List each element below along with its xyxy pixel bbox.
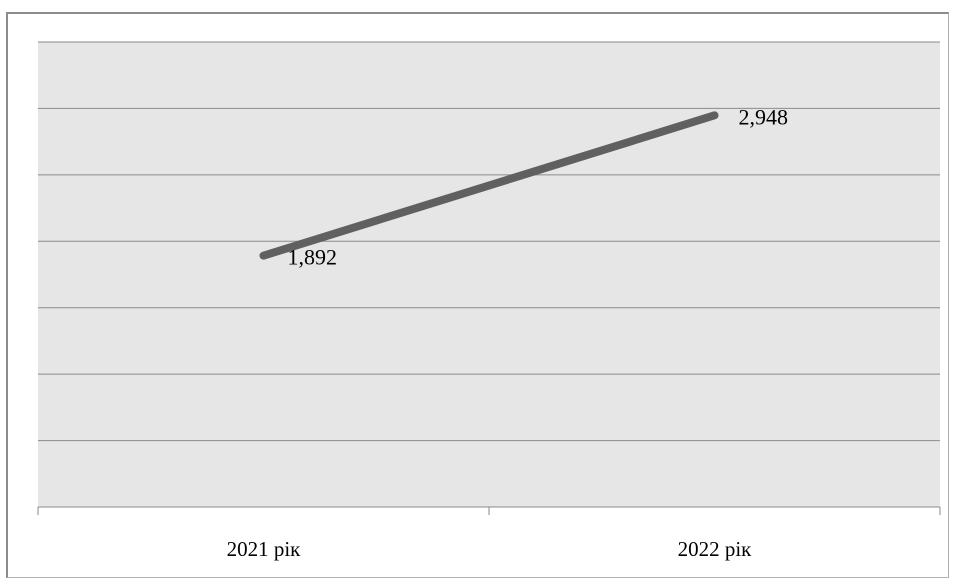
x-axis-labels: 2021 рік 2022 рік xyxy=(227,537,753,561)
plot-area xyxy=(38,42,940,507)
data-label: 2,948 xyxy=(739,104,789,129)
x-axis-ticks xyxy=(37,507,941,515)
gridlines xyxy=(38,41,940,442)
x-tick-label: 2021 рік xyxy=(227,537,302,561)
series-line xyxy=(259,111,719,260)
data-label: 1,892 xyxy=(288,245,338,270)
data-labels: 1,892 2,948 xyxy=(288,104,789,269)
x-tick-label: 2022 рік xyxy=(678,537,753,561)
series-lines xyxy=(259,111,719,260)
